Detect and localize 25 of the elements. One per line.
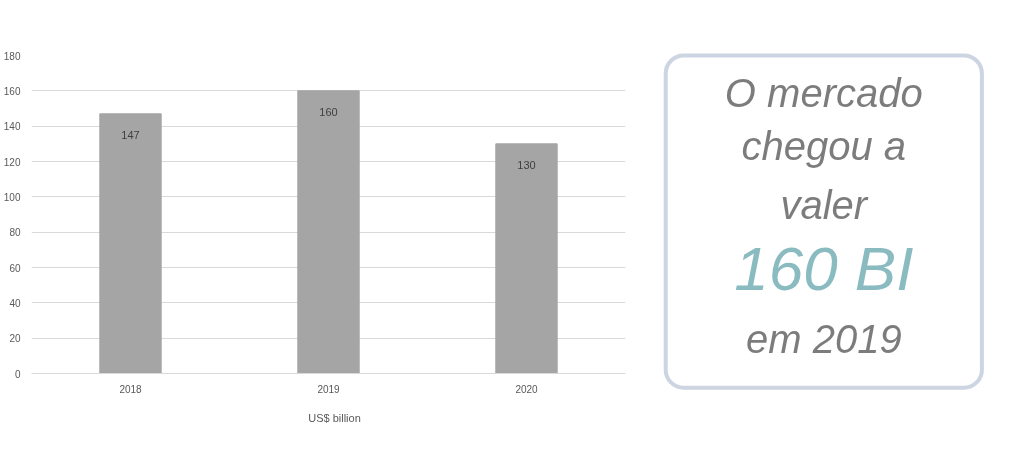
- y-tick-label: 120: [3, 156, 21, 168]
- y-tick-label: 0: [14, 368, 21, 380]
- text: valer: [780, 183, 869, 228]
- y-tick-label: 20: [9, 333, 21, 345]
- x-tick-label: 2019: [317, 383, 341, 395]
- y-tick-label: 40: [9, 297, 21, 309]
- data-label: 147: [121, 128, 140, 141]
- text: chegou a: [741, 123, 907, 168]
- y-tick-label: 180: [3, 50, 21, 62]
- data-label: 130: [517, 158, 536, 171]
- y-tick-label: 100: [3, 191, 21, 203]
- data-label: 160: [319, 105, 338, 118]
- y-tick-label: 80: [9, 227, 21, 239]
- y-tick-label: 160: [3, 85, 21, 97]
- y-tick-label: 60: [9, 262, 21, 274]
- text: 160 BI: [734, 234, 914, 304]
- text: US$ billion: [308, 411, 361, 424]
- x-tick-label: 2018: [119, 383, 143, 395]
- y-tick-label: 140: [3, 121, 21, 133]
- x-tick-label: 2020: [515, 383, 539, 395]
- bar: [495, 143, 558, 374]
- text: O mercado: [724, 70, 923, 115]
- bar: [297, 90, 360, 374]
- bar: [99, 113, 162, 374]
- text: em 2019: [745, 317, 902, 362]
